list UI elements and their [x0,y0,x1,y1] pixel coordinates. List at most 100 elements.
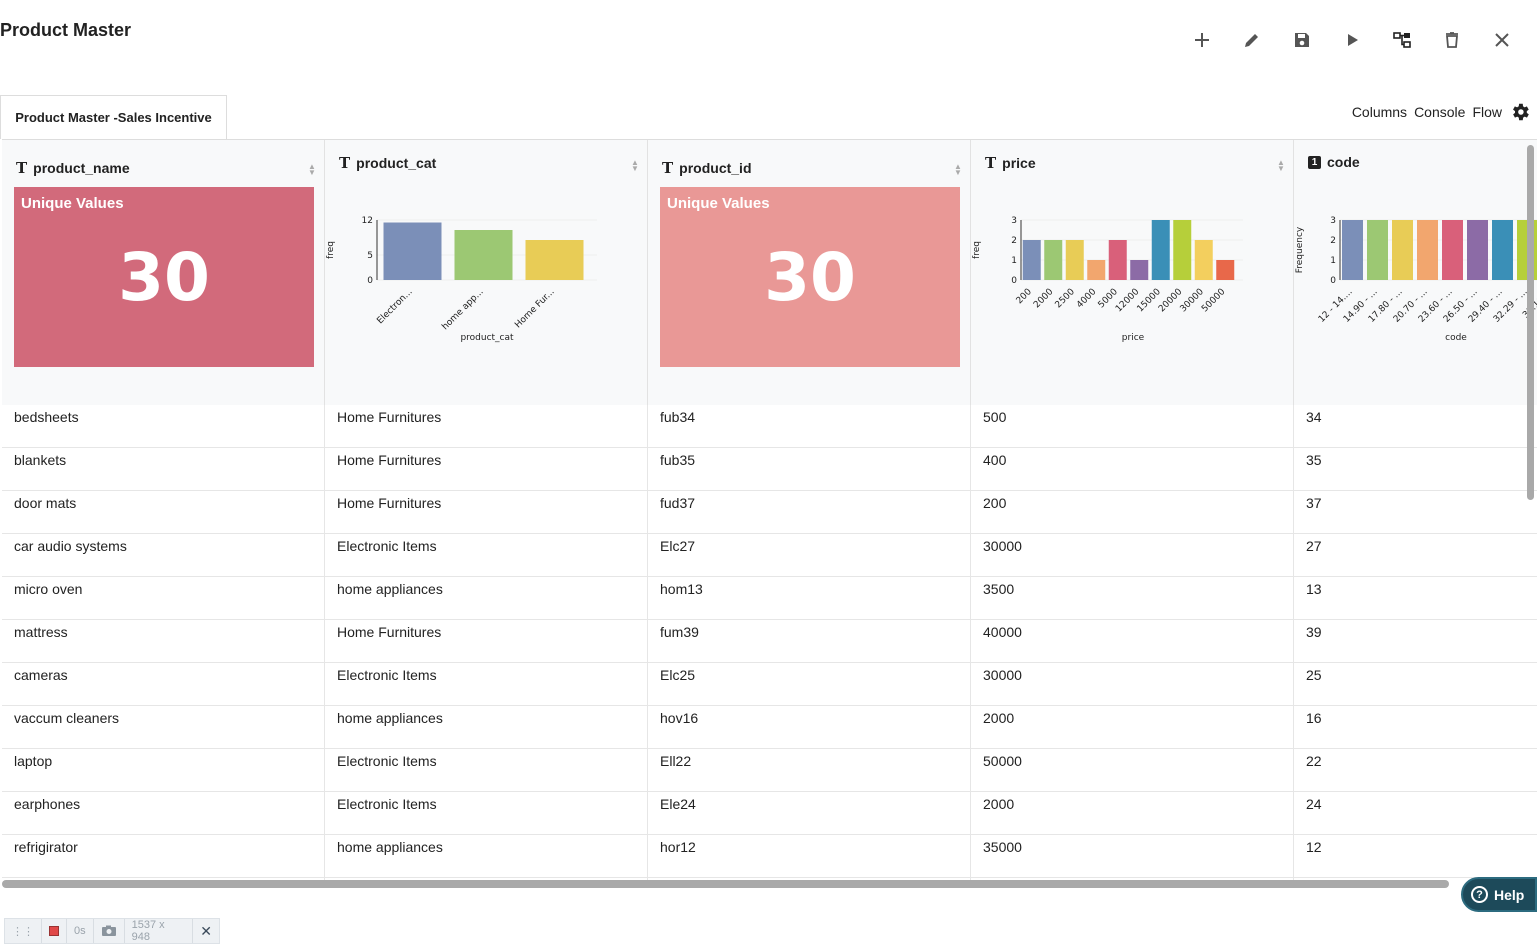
y-tick-label: 1 [1011,256,1017,266]
table-row[interactable]: cameras Electronic Items Elc25 30000 25 [2,663,1537,706]
table-cell-product-name[interactable]: car audio systems [2,534,325,577]
table-cell-product-name[interactable]: earphones [2,792,325,835]
table-cell-price[interactable]: 400 [971,448,1294,491]
data-grid: T product_name ▲ ▼ Unique Values 30 T pro… [2,139,1537,887]
table-cell-price[interactable]: 200 [971,491,1294,534]
table-cell-product-name[interactable]: cameras [2,663,325,706]
table-cell-product-id[interactable]: Elc27 [648,534,971,577]
table-cell-price[interactable]: 500 [971,405,1294,448]
table-cell-price[interactable]: 35000 [971,835,1294,878]
vertical-scrollbar[interactable] [1527,145,1534,500]
table-cell-product-id[interactable]: hor12 [648,835,971,878]
trash-icon [1446,32,1458,48]
table-cell-code[interactable]: 34 [1306,409,1322,425]
close-button[interactable] [1477,26,1527,54]
save-button[interactable] [1277,26,1327,54]
table-cell-product-cat[interactable]: Home Furnitures [325,491,648,534]
table-row[interactable]: mattress Home Furnitures fum39 40000 39 [2,620,1537,663]
table-cell-product-cat[interactable]: Home Furnitures [325,620,648,663]
table-row[interactable]: door mats Home Furnitures fud37 200 37 [2,491,1537,534]
table-cell-product-cat[interactable]: home appliances [325,577,648,620]
table-cell-price[interactable]: 2000 [971,792,1294,835]
column-header-product-id[interactable]: T product_id ▲ ▼ Unique Values 30 [648,140,971,405]
edit-button[interactable] [1227,26,1277,54]
table-row[interactable]: bedsheets Home Furnitures fub34 500 34 [2,405,1537,448]
column-header-code[interactable]: 1 code Frequency 3 2 1 0 12 - 14.... 14.90 - .… [1294,140,1537,405]
table-cell-product-id[interactable]: fub35 [648,448,971,491]
table-cell-code[interactable]: 39 [1306,624,1322,640]
record-button[interactable] [42,919,67,943]
table-cell-price[interactable]: 3500 [971,577,1294,620]
table-cell-product-cat[interactable]: Home Furnitures [325,448,648,491]
table-cell-product-name[interactable]: blankets [2,448,325,491]
tab-bar: Product Master -Sales Incentive Columns … [0,95,1537,139]
table-cell-product-id[interactable]: Elc25 [648,663,971,706]
histogram-bar [383,222,442,280]
table-row[interactable]: car audio systems Electronic Items Elc27 30… [2,534,1537,577]
console-link[interactable]: Console [1414,104,1466,120]
table-cell-product-cat[interactable]: Electronic Items [325,534,648,577]
table-row[interactable]: refrigirator home appliances hor12 35000 12 [2,835,1537,878]
table-cell-product-name[interactable]: micro oven [2,577,325,620]
table-cell-code[interactable]: 37 [1306,495,1322,511]
text-type-icon: T [662,159,674,177]
table-row[interactable]: micro oven home appliances hom13 3500 13 [2,577,1537,620]
table-cell-code[interactable]: 13 [1306,581,1322,597]
table-cell-product-name[interactable]: bedsheets [2,405,325,448]
table-cell-product-name[interactable]: mattress [2,620,325,663]
add-button[interactable] [1177,26,1227,54]
table-cell-product-id[interactable]: Ell22 [648,749,971,792]
table-cell-price[interactable]: 30000 [971,534,1294,577]
table-cell-product-cat[interactable]: Home Furnitures [325,405,648,448]
table-row[interactable]: blankets Home Furnitures fub35 400 35 [2,448,1537,491]
table-cell-product-name[interactable]: door mats [2,491,325,534]
table-cell-product-id[interactable]: fub34 [648,405,971,448]
table-cell-product-cat[interactable]: Electronic Items [325,792,648,835]
table-row[interactable]: laptop Electronic Items Ell22 50000 22 [2,749,1537,792]
table-cell-product-name[interactable]: refrigirator [2,835,325,878]
table-cell-code[interactable]: 22 [1306,753,1322,769]
column-header-price[interactable]: T price ▲ ▼ freq 3 2 1 0 200 2000 2500 4000 5000 12… [971,140,1294,405]
help-button[interactable]: ? Help [1461,877,1537,912]
close-statusbar-icon[interactable]: ✕ [200,922,212,939]
table-cell-code[interactable]: 12 [1306,839,1322,855]
table-cell-code[interactable]: 24 [1306,796,1322,812]
sort-icon[interactable]: ▲ ▼ [954,162,962,177]
table-cell-product-cat[interactable]: Electronic Items [325,749,648,792]
table-cell-product-id[interactable]: fud37 [648,491,971,534]
flow-link[interactable]: Flow [1472,104,1502,120]
table-cell-code[interactable]: 16 [1306,710,1322,726]
camera-button[interactable] [94,919,125,943]
table-cell-product-id[interactable]: fum39 [648,620,971,663]
table-cell-price[interactable]: 30000 [971,663,1294,706]
table-cell-product-cat[interactable]: home appliances [325,706,648,749]
table-cell-code[interactable]: 35 [1306,452,1322,468]
delete-button[interactable] [1427,26,1477,54]
table-row[interactable]: vaccum cleaners home appliances hov16 2000 1… [2,706,1537,749]
gear-icon[interactable] [1509,101,1531,123]
sort-icon[interactable]: ▲ ▼ [1277,158,1285,173]
table-cell-price[interactable]: 40000 [971,620,1294,663]
drag-handle-icon[interactable]: ⋮⋮ [5,919,42,943]
sort-icon[interactable]: ▲ ▼ [308,162,316,177]
hierarchy-button[interactable] [1377,26,1427,54]
sort-icon[interactable]: ▲ ▼ [631,158,639,173]
table-cell-product-name[interactable]: vaccum cleaners [2,706,325,749]
table-cell-product-id[interactable]: hov16 [648,706,971,749]
table-cell-code[interactable]: 27 [1306,538,1322,554]
table-cell-product-cat[interactable]: home appliances [325,835,648,878]
column-header-product-name[interactable]: T product_name ▲ ▼ Unique Values 30 [2,140,325,405]
column-header-product-cat[interactable]: T product_cat ▲ ▼ freq 12 5 0 Electron... home… [325,140,648,405]
run-button[interactable] [1327,26,1377,54]
table-cell-price[interactable]: 50000 [971,749,1294,792]
table-cell-code[interactable]: 25 [1306,667,1322,683]
table-cell-product-id[interactable]: Ele24 [648,792,971,835]
horizontal-scrollbar[interactable] [2,880,1449,888]
table-row[interactable]: earphones Electronic Items Ele24 2000 24 [2,792,1537,835]
table-cell-product-cat[interactable]: Electronic Items [325,663,648,706]
columns-link[interactable]: Columns [1351,104,1408,120]
tab-product-master[interactable]: Product Master -Sales Incentive [0,95,227,139]
table-cell-product-name[interactable]: laptop [2,749,325,792]
table-cell-product-id[interactable]: hom13 [648,577,971,620]
table-cell-price[interactable]: 2000 [971,706,1294,749]
